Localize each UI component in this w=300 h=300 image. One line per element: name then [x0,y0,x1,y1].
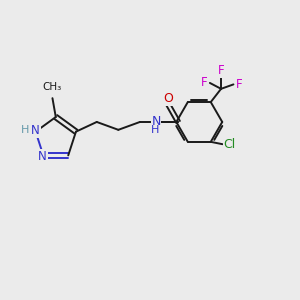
Text: F: F [201,76,208,89]
Text: H: H [21,125,29,136]
Text: N: N [31,124,40,137]
Text: CH₃: CH₃ [43,82,62,92]
Text: N: N [38,150,47,163]
Text: N: N [151,116,161,128]
Text: H: H [151,125,160,135]
Text: Cl: Cl [224,138,236,151]
Text: O: O [163,92,173,105]
Text: F: F [218,64,224,77]
Text: F: F [236,78,243,91]
